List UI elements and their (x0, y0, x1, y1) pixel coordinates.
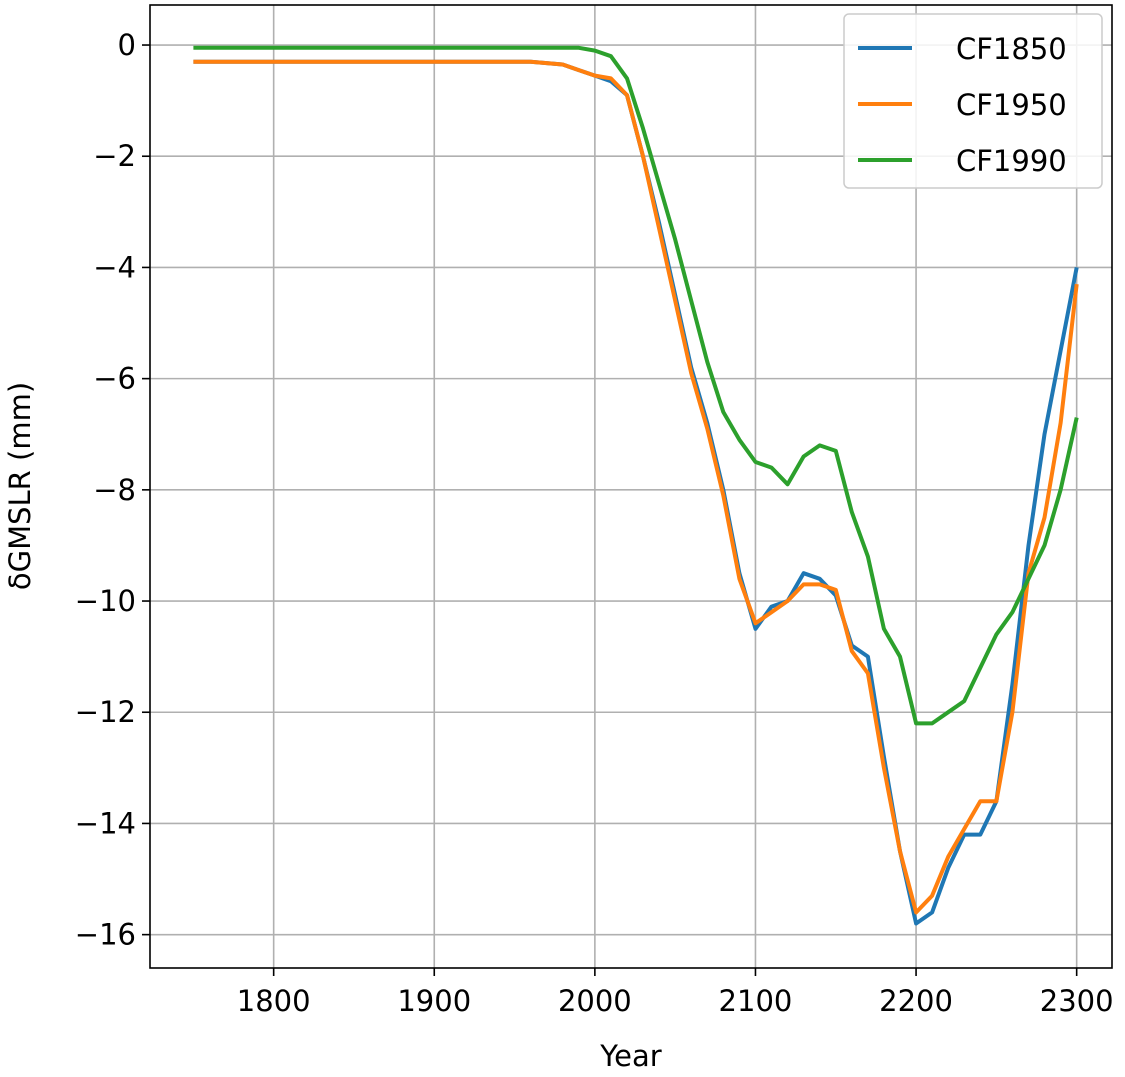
series-line-cf1950 (193, 59, 1079, 915)
x-tick-label: 1900 (397, 984, 471, 1018)
y-axis: 0 −2 −4 −6 −8 −10 −12 −14 −16 (75, 28, 150, 952)
x-axis: 1800 1900 2000 2100 2200 2300 (237, 968, 1114, 1018)
y-tick-label: −4 (93, 250, 136, 284)
y-tick-label: 0 (118, 28, 136, 62)
x-tick-label: 2300 (1040, 984, 1114, 1018)
legend: CF1850 CF1950 CF1990 (843, 13, 1103, 189)
x-tick-label: 2200 (879, 984, 953, 1018)
y-tick-label: −14 (75, 806, 136, 840)
x-tick-label: 1800 (237, 984, 311, 1018)
y-tick-label: −8 (93, 473, 136, 507)
series-line-cf1850 (193, 59, 1079, 926)
series-lines (193, 45, 1079, 926)
plot-frame (149, 4, 1113, 969)
legend-label: CF1850 (956, 32, 1067, 66)
legend-label: CF1990 (956, 144, 1067, 178)
y-tick-label: −2 (93, 139, 136, 173)
y-tick-label: −12 (75, 695, 136, 729)
legend-label: CF1950 (956, 88, 1067, 122)
x-axis-label: Year (599, 1039, 661, 1073)
y-tick-label: −16 (75, 918, 136, 952)
x-tick-label: 2100 (719, 984, 793, 1018)
legend-frame (843, 13, 1103, 189)
y-axis-label: δGMSLR (mm) (3, 382, 37, 590)
x-tick-label: 2000 (558, 984, 632, 1018)
series-line-cf1990 (193, 45, 1079, 726)
y-tick-label: −6 (93, 362, 136, 396)
y-tick-label: −10 (75, 584, 136, 618)
